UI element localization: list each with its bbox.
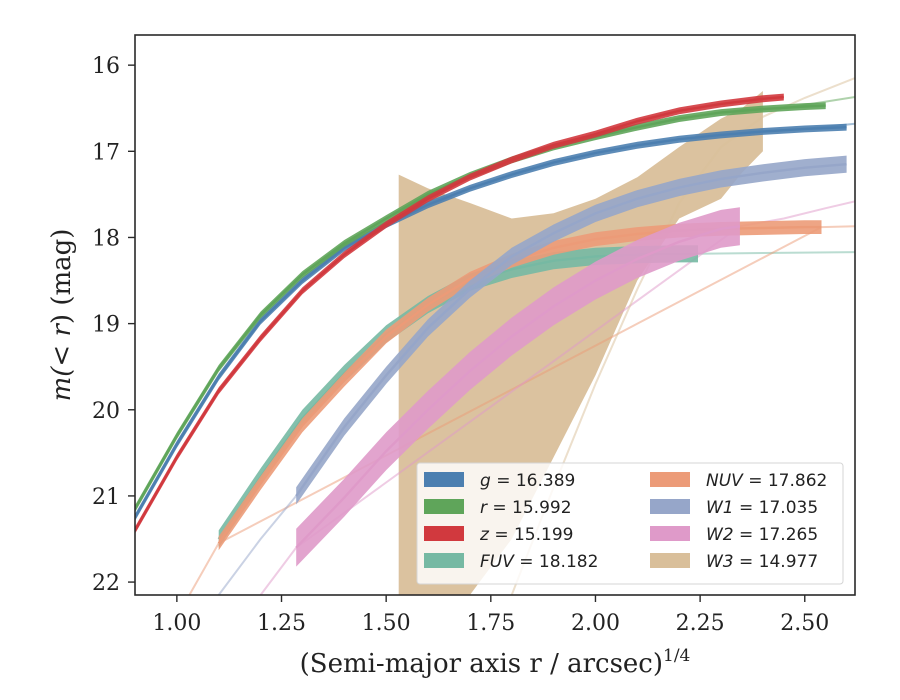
- y-axis-label-math: < r: [47, 323, 77, 367]
- x-tick-label: 1.50: [362, 611, 411, 636]
- legend-label: z = 15.199: [479, 525, 573, 545]
- legend-label: NUV = 17.862: [706, 471, 827, 491]
- x-tick-label: 2.00: [571, 611, 620, 636]
- y-axis-label: m(< r) (mag): [47, 229, 77, 402]
- legend-entry-w2: W2 = 17.265: [650, 525, 818, 545]
- x-tick-label: 1.25: [257, 611, 306, 636]
- y-tick-label: 19: [92, 313, 120, 338]
- legend-entry-w1: W1 = 17.035: [650, 498, 818, 518]
- x-tick-label: 2.25: [676, 611, 725, 636]
- legend-swatch: [424, 499, 464, 514]
- legend-label-value: = 17.862: [743, 471, 828, 491]
- legend-entry-g: g = 16.389: [424, 471, 575, 491]
- series-z: [135, 93, 784, 534]
- y-tick-label: 20: [92, 399, 120, 424]
- legend-label: FUV = 18.182: [480, 552, 598, 572]
- y-tick-label: 22: [92, 571, 120, 596]
- legend-swatch: [424, 472, 464, 487]
- x-tick-label: 2.50: [780, 611, 829, 636]
- x-tick-label: 1.00: [152, 611, 201, 636]
- legend-label-name: W3: [706, 552, 734, 572]
- series-z-line: [135, 95, 784, 531]
- legend-label-value: = 17.265: [734, 525, 819, 545]
- y-tick-label: 16: [92, 54, 120, 79]
- series-g-line: [135, 126, 847, 519]
- legend-label: g = 16.389: [480, 471, 575, 491]
- legend-label-value: = 18.182: [514, 552, 599, 572]
- series-g: [135, 123, 847, 521]
- legend-label: W3 = 14.977: [706, 552, 818, 572]
- series-nuv: [217, 220, 822, 551]
- legend-swatch: [650, 499, 690, 514]
- y-axis-label-prefix: m(: [47, 366, 77, 402]
- plot-frame: [134, 34, 856, 596]
- legend-entry-r: r = 15.992: [424, 498, 572, 518]
- x-axis-label: (Semi-major axis r / arcsec)1/4: [300, 646, 691, 679]
- x-axis-ticks: 1.00 1.25 1.50 1.75 2.00 2.25 2.50: [152, 595, 829, 636]
- legend-entry-fuv: FUV = 18.182: [424, 552, 598, 572]
- y-tick-label: 18: [92, 226, 120, 251]
- legend-label: r = 15.992: [480, 498, 572, 518]
- legend-label-name: W1: [706, 498, 734, 518]
- legend-frame: [416, 462, 844, 585]
- legend-swatch: [650, 526, 690, 541]
- legend-swatch: [650, 553, 690, 568]
- x-tick-label: 1.75: [466, 611, 515, 636]
- y-axis-ticks: 16 17 18 19 20 21 22: [92, 54, 135, 596]
- legend-label-value: = 17.035: [734, 498, 819, 518]
- y-tick-label: 17: [92, 140, 120, 165]
- W1-extrapolation-line: [217, 495, 297, 595]
- x-axis-label-main: (Semi-major axis r / arcsec): [300, 649, 663, 679]
- legend-label-name: z: [479, 525, 490, 545]
- y-tick-label: 21: [92, 485, 120, 510]
- series-layer: [135, 93, 847, 567]
- legend-label-name: W2: [706, 525, 734, 545]
- legend-label-value: = 16.389: [491, 471, 576, 491]
- y-axis-label-suffix: ) (mag): [47, 229, 77, 325]
- legend-swatch: [424, 553, 464, 568]
- FUV-extrapolation-line: [697, 251, 855, 255]
- legend-label-value: = 15.199: [489, 525, 574, 545]
- legend-swatch: [424, 526, 464, 541]
- series-w1-line: [295, 163, 847, 497]
- legend-swatch: [650, 472, 690, 487]
- legend-label: W2 = 17.265: [706, 525, 818, 545]
- legend-entry-w3: W3 = 14.977: [650, 552, 818, 572]
- legend-label-name: r: [480, 498, 488, 518]
- series-w2: [295, 207, 741, 567]
- series-w2-line: [295, 225, 741, 549]
- legend-label-name: FUV: [480, 552, 515, 572]
- legend-label-value: = 15.992: [487, 498, 572, 518]
- legend-label: W1 = 17.035: [706, 498, 818, 518]
- legend-label-name: NUV: [706, 471, 744, 491]
- legend-label-name: g: [480, 471, 491, 491]
- series-w1: [295, 155, 847, 505]
- series-w2-band: [296, 207, 740, 567]
- series-nuv-line: [217, 225, 822, 544]
- legend-entry-z: z = 15.199: [424, 525, 573, 545]
- legend-label-value: = 14.977: [734, 552, 819, 572]
- legend-entry-nuv: NUV = 17.862: [650, 471, 827, 491]
- x-axis-label-exponent: 1/4: [663, 646, 690, 666]
